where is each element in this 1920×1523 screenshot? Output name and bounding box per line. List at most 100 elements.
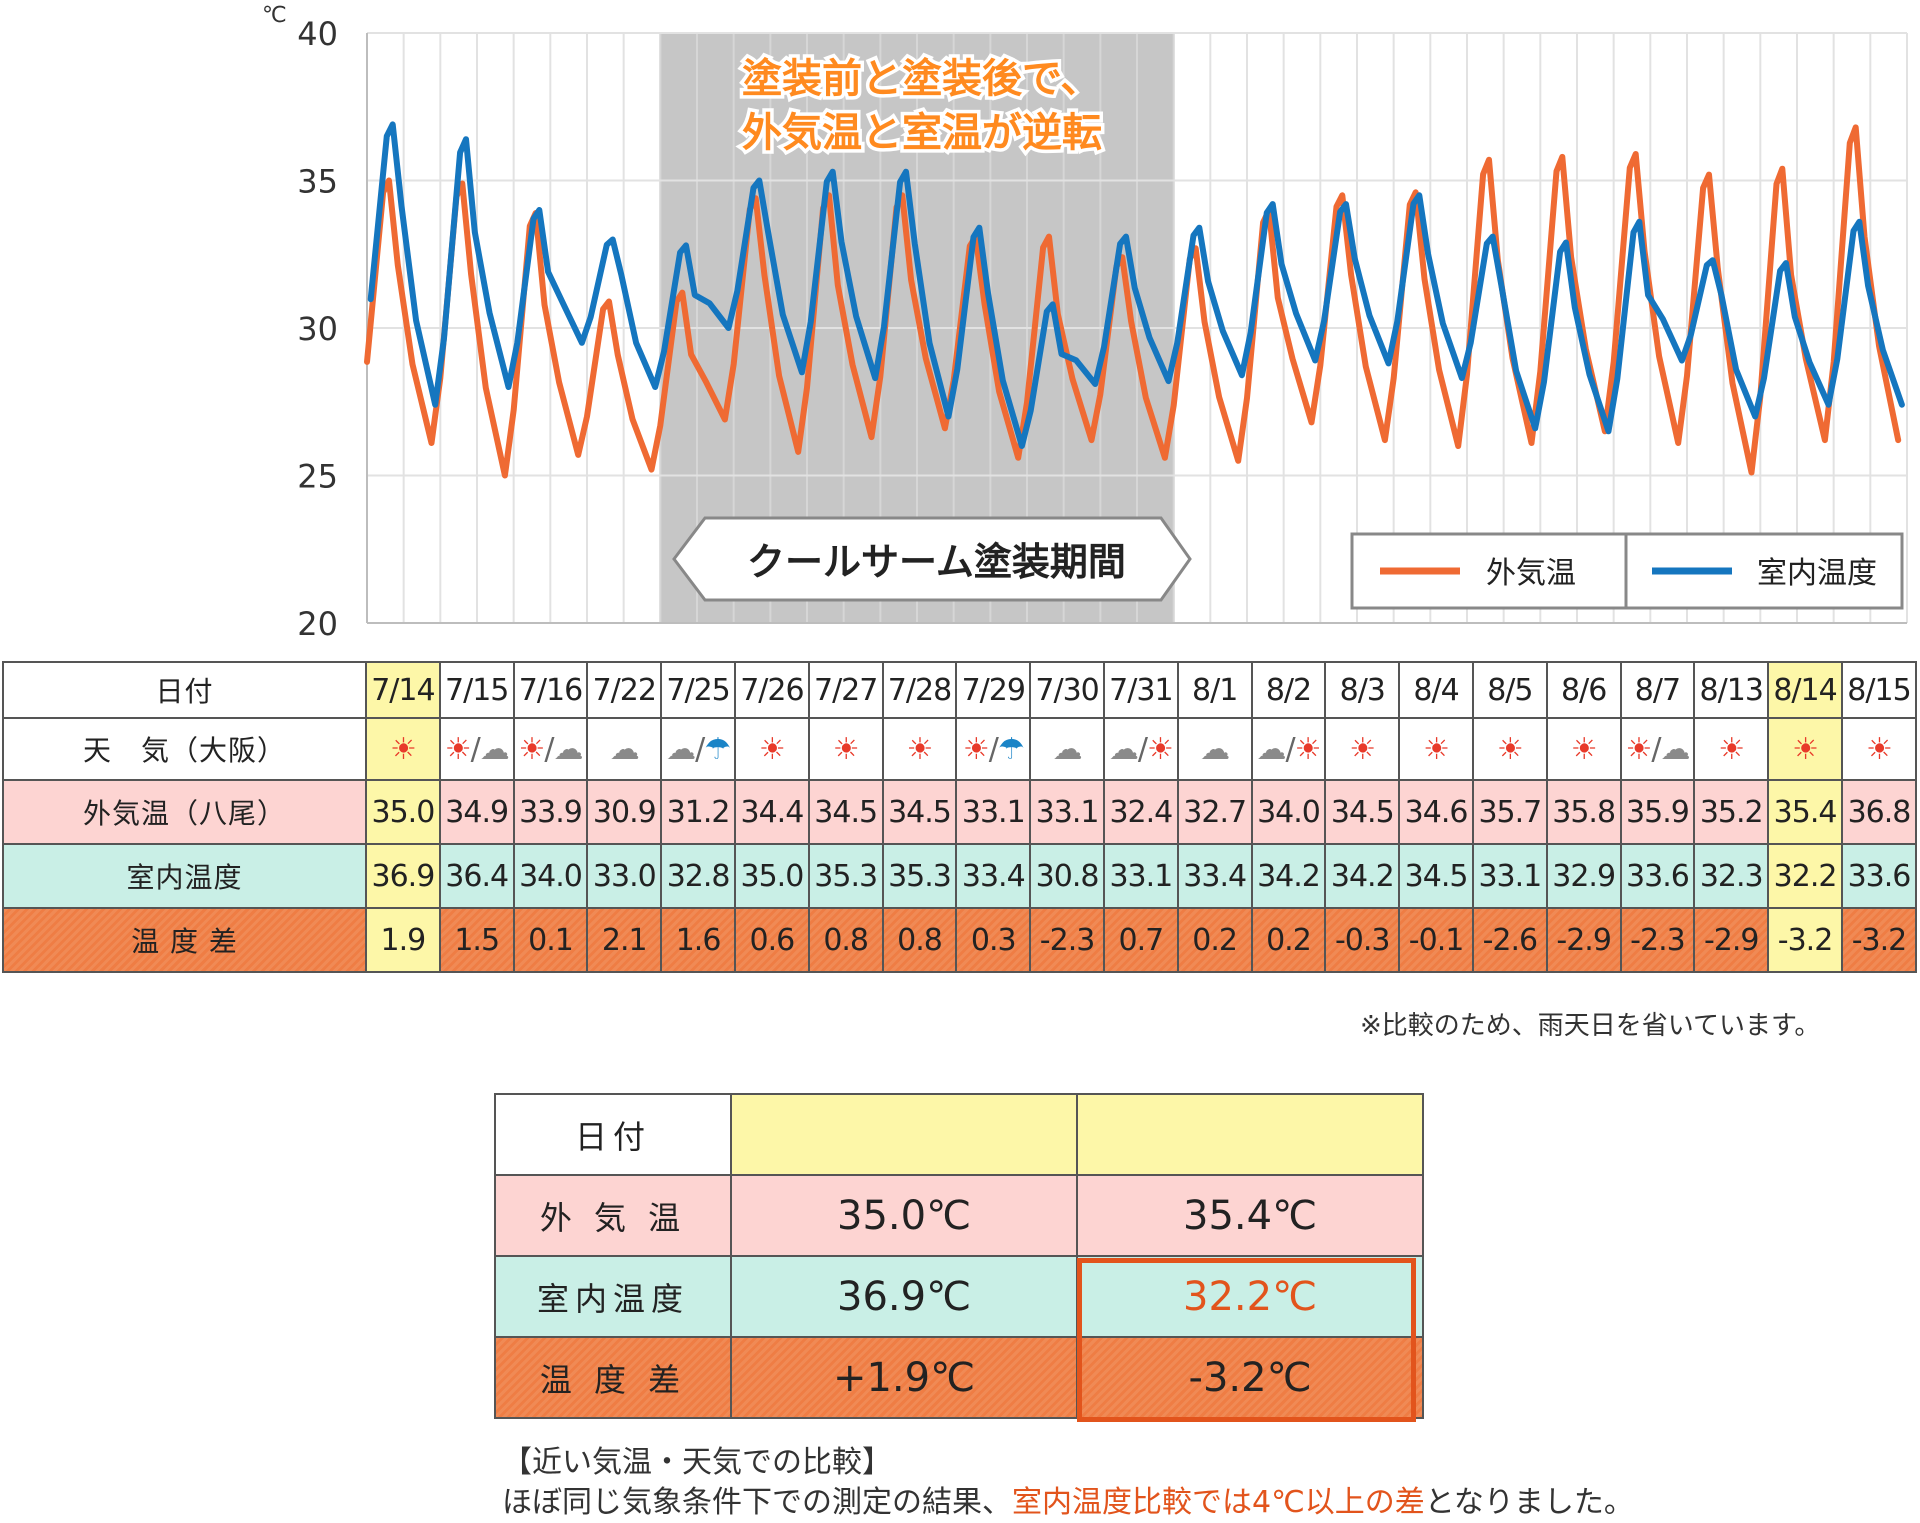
temp-diff-cell: 0.2	[1250, 907, 1327, 973]
date-row: 日付 7/14 7/15 7/16 7/22 7/25 7/26 7/27 7/28 7/29 7/…	[2, 661, 1918, 719]
temp-diff-cell: 0.7	[1102, 907, 1179, 973]
outdoor-temp-label: 外気温（八尾）	[2, 779, 367, 845]
indoor-temp-cell: 33.1	[1471, 843, 1548, 909]
compare-label-diff: 温 度 差	[494, 1336, 732, 1419]
outdoor-temp-cell: 32.7	[1176, 779, 1253, 845]
sun-icon: ☀	[1866, 731, 1893, 767]
outdoor-temp-cell: 35.4	[1767, 779, 1843, 845]
weather-separator: /	[544, 731, 554, 767]
temp-diff-cell: 0.8	[807, 907, 884, 973]
indoor-temp-cell: 33.1	[1102, 843, 1179, 909]
weather-row: 天 気（大阪） ☀ ☀/☁ ☀/☁ ☁ ☁/☂ ☀ ☀ ☀ ☀/☂ ☁ ☁/☀ ☁ ☁/☀ ☀ ☀ ☀ ☀ ☀/☁ ☀…	[2, 717, 1918, 781]
weather-cell: ☁	[1176, 717, 1253, 781]
sun-icon: ☀	[1496, 731, 1524, 767]
coating-period-label: クールサーム塗装期間	[747, 540, 1126, 584]
date-cell: 7/30	[1029, 661, 1105, 719]
outdoor-temp-cell: 33.1	[955, 779, 1032, 845]
weather-cell: ☀	[1767, 717, 1843, 781]
indoor-temp-cell: 36.4	[438, 843, 515, 909]
indoor-temp-cell: 32.9	[1545, 843, 1622, 909]
y-axis-unit: ℃	[262, 3, 287, 28]
temperature-chart: 40 35 30 25 20 ℃ 塗装前と塗装後で、 外気温と室温が逆転 クールサーム塗…	[262, 3, 1908, 643]
temp-diff-cell: 0.3	[955, 907, 1032, 973]
temp-diff-row: 温 度 差 1.9 1.5 0.1 2.1 1.6 0.6 0.8 0.8 0.3 -2.3 0.7 0…	[2, 907, 1918, 973]
conclusion-text-before: ほぼ同じ気象条件下での測定の結果、	[502, 1485, 1012, 1520]
callout-line-2: 外気温と室温が逆転	[742, 110, 1102, 156]
compare-label-indoor: 室内温度	[494, 1255, 732, 1338]
series-lines	[364, 121, 1905, 479]
compare-before-outdoor: 35.0℃	[730, 1174, 1078, 1257]
compare-after-date	[1076, 1093, 1424, 1176]
y-tick-label: 35	[297, 163, 338, 201]
sun-icon: ☀	[962, 731, 990, 767]
coating-period-banner: クールサーム塗装期間	[672, 516, 1192, 602]
weather-cell: ☁/☀	[1102, 717, 1179, 781]
indoor-temp-cell: 34.2	[1250, 843, 1327, 909]
indoor-temp-cell: 30.8	[1029, 843, 1105, 909]
y-tick-label: 20	[297, 605, 338, 643]
cloud-icon: ☁	[1256, 731, 1286, 767]
conclusion-text-after: となりました。	[1424, 1485, 1634, 1520]
conclusion-highlight: 室内温度比較では4℃以上の差	[1012, 1485, 1425, 1520]
outdoor-temp-cell: 35.2	[1693, 779, 1770, 845]
temp-diff-cell: -3.2	[1767, 907, 1843, 973]
date-cell: 7/22	[586, 661, 663, 719]
cloud-icon: ☁	[1108, 731, 1139, 767]
weather-cell: ☀	[881, 717, 958, 781]
outdoor-temp-cell: 34.5	[1324, 779, 1401, 845]
compare-before-date	[730, 1093, 1078, 1176]
indoor-temp-cell: 34.2	[1324, 843, 1401, 909]
date-cell: 8/7	[1619, 661, 1696, 719]
sun-icon: ☀	[1146, 731, 1174, 767]
outdoor-temp-row: 外気温（八尾） 35.0 34.9 33.9 30.9 31.2 34.4 34.5 34.5 3…	[2, 779, 1918, 845]
compare-after-outdoor: 35.4℃	[1076, 1174, 1424, 1257]
compare-after-indoor: 32.2℃	[1076, 1255, 1424, 1338]
weather-cell: ☀	[1693, 717, 1770, 781]
indoor-temp-cell: 33.6	[1619, 843, 1696, 909]
weather-cell: ☀/☁	[438, 717, 515, 781]
indoor-temp-cell: 32.8	[660, 843, 736, 909]
sun-icon: ☀	[518, 731, 545, 767]
compare-before-indoor: 36.9℃	[730, 1255, 1078, 1338]
weather-separator: /	[1285, 731, 1295, 767]
legend: 外気温 室内温度	[1350, 532, 1904, 610]
temp-diff-cell: -2.9	[1693, 907, 1770, 973]
date-cell: 8/1	[1176, 661, 1253, 719]
date-cell: 8/13	[1693, 661, 1770, 719]
conclusion-heading: 【近い気温・天気での比較】	[502, 1445, 892, 1480]
compare-before-diff: +1.9℃	[730, 1336, 1078, 1419]
weather-cell: ☁/☂	[660, 717, 736, 781]
temp-diff-cell: -2.6	[1471, 907, 1548, 973]
indoor-temp-cell: 33.6	[1840, 843, 1918, 909]
date-cell: 8/14	[1767, 661, 1843, 719]
weather-label: 天 気（大阪）	[2, 717, 367, 781]
cloud-icon: ☁	[666, 731, 696, 767]
y-tick-label: 30	[297, 310, 338, 348]
indoor-temp-cell: 32.2	[1767, 843, 1843, 909]
date-cell: 7/15	[438, 661, 515, 719]
date-cell: 7/29	[955, 661, 1032, 719]
series-line-outdoor	[364, 124, 1902, 479]
weather-cell: ☁	[586, 717, 663, 781]
weather-cell: ☀/☁	[512, 717, 589, 781]
indoor-temp-cell: 33.0	[586, 843, 663, 909]
legend-label-indoor: 室内温度	[1757, 556, 1877, 591]
sun-icon: ☀	[1349, 731, 1376, 767]
sun-icon: ☀	[832, 731, 860, 767]
date-cell: 7/27	[807, 661, 884, 719]
weather-separator: /	[988, 731, 999, 767]
sun-icon: ☀	[1625, 731, 1652, 767]
outdoor-temp-cell: 34.0	[1250, 779, 1327, 845]
indoor-temp-row: 室内温度 36.9 36.4 34.0 33.0 32.8 35.0 35.3 35.3 33.4…	[2, 843, 1918, 909]
cloud-icon: ☁	[609, 731, 640, 767]
indoor-temp-cell: 36.9	[365, 843, 441, 909]
date-cell: 8/5	[1471, 661, 1548, 719]
callout-line-1: 塗装前と塗装後で、	[742, 56, 1100, 102]
compare-label-outdoor: 外 気 温	[494, 1174, 732, 1257]
comparison-table: 日付 外 気 温 35.0℃ 35.4℃ 室内温度 36.9℃ 32.2℃ 温 …	[494, 1093, 1424, 1419]
outdoor-temp-cell: 35.9	[1619, 779, 1696, 845]
indoor-temp-cell: 35.3	[881, 843, 958, 909]
weather-separator: /	[1137, 731, 1148, 767]
indoor-temp-cell: 35.3	[807, 843, 884, 909]
sun-icon: ☀	[906, 731, 934, 767]
